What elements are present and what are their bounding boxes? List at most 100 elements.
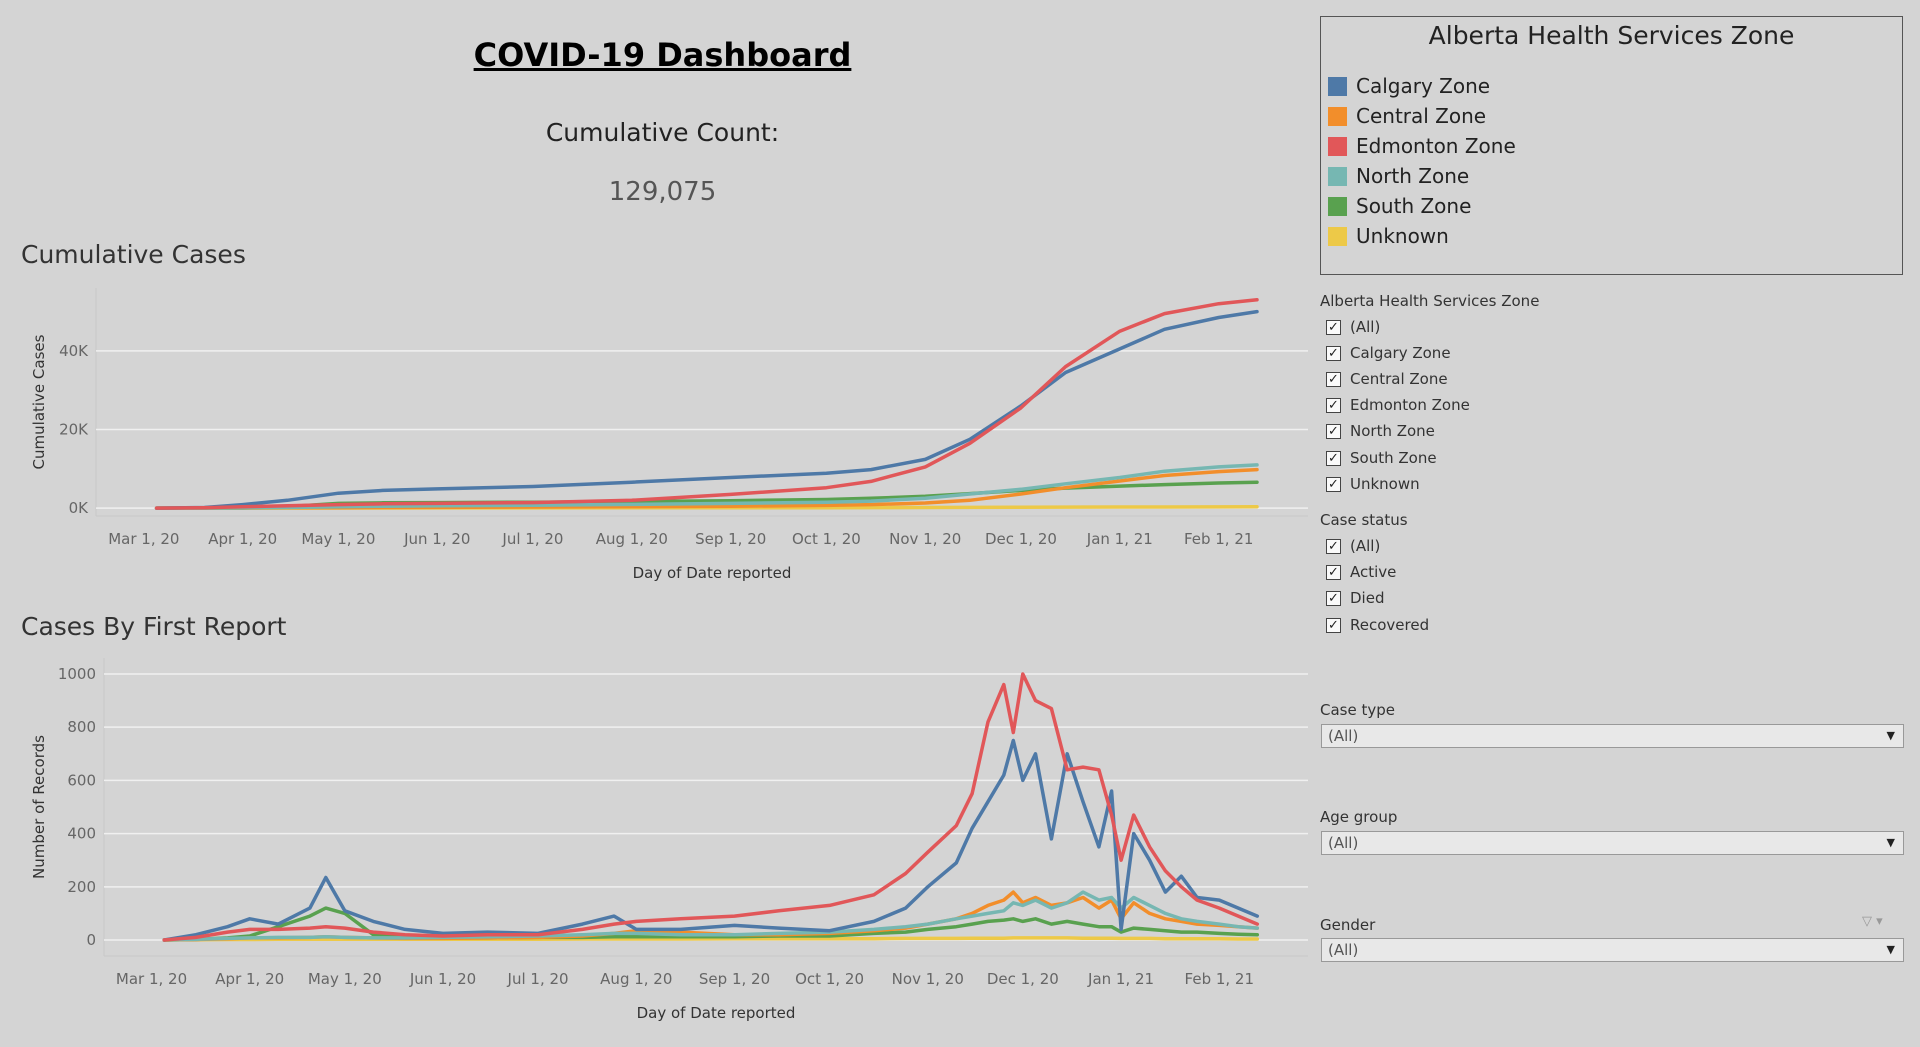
case-type-dropdown[interactable]: (All) ▼ — [1321, 724, 1904, 748]
checkbox[interactable]: ✓ — [1326, 590, 1341, 606]
checkbox-label: (All) — [1350, 318, 1381, 336]
series-line-calgary-zone[interactable] — [154, 309, 1259, 510]
x-tick-label: Aug 1, 20 — [600, 970, 672, 988]
x-tick-label: Dec 1, 20 — [987, 970, 1059, 988]
x-tick-label: Oct 1, 20 — [795, 970, 864, 988]
checkbox-label: Unknown — [1350, 475, 1420, 493]
zone-filter-all[interactable]: ✓ (All) — [1326, 316, 1380, 338]
series-line-north-zone[interactable] — [154, 463, 1259, 510]
x-tick-label: Aug 1, 20 — [596, 530, 668, 548]
legend-title: Alberta Health Services Zone — [1428, 21, 1795, 50]
series-line-edmonton-zone[interactable] — [162, 672, 1260, 942]
gender-value: (All) — [1328, 941, 1359, 959]
checkbox[interactable]: ✓ — [1326, 319, 1341, 335]
legend-item-edmonton[interactable]: Edmonton Zone — [1328, 133, 1516, 159]
age-group-value: (All) — [1328, 834, 1359, 852]
checkbox-label: Active — [1350, 563, 1397, 581]
checkbox-label: Calgary Zone — [1350, 344, 1451, 362]
zone-color-legend: Alberta Health Services Zone Calgary Zon… — [1320, 16, 1903, 275]
series-line-calgary-zone[interactable] — [162, 738, 1260, 942]
case-type-filter-label: Case type — [1320, 701, 1395, 719]
y-tick-label: 200 — [67, 878, 96, 896]
x-tick-label: Dec 1, 20 — [985, 530, 1057, 548]
checkbox[interactable]: ✓ — [1326, 564, 1341, 580]
checkbox[interactable]: ✓ — [1326, 450, 1341, 466]
case-type-value: (All) — [1328, 727, 1359, 745]
legend-item-central[interactable]: Central Zone — [1328, 103, 1486, 129]
x-tick-label: May 1, 20 — [301, 530, 375, 548]
legend-item-unknown[interactable]: Unknown — [1328, 223, 1449, 249]
x-tick-label: Jun 1, 20 — [403, 530, 470, 548]
x-tick-label: Mar 1, 20 — [116, 970, 187, 988]
legend-swatch — [1328, 166, 1347, 186]
x-tick-label: Feb 1, 21 — [1184, 530, 1254, 548]
age-group-dropdown[interactable]: (All) ▼ — [1321, 831, 1904, 855]
y-tick-label: 1000 — [58, 665, 96, 683]
zone-filter-edmonton[interactable]: ✓ Edmonton Zone — [1326, 394, 1470, 416]
checkbox[interactable]: ✓ — [1326, 371, 1341, 387]
chevron-down-icon[interactable]: ▼ — [1886, 729, 1895, 742]
cumulative-cases-title: Cumulative Cases — [21, 240, 246, 269]
legend-item-north[interactable]: North Zone — [1328, 163, 1469, 189]
checkbox[interactable]: ✓ — [1326, 397, 1341, 413]
chevron-down-icon[interactable]: ▼ — [1886, 943, 1895, 956]
filter-menu-icon[interactable]: ▽ ▾ — [1862, 914, 1883, 929]
cases-by-first-report-chart[interactable]: 0 200 400 600 800 1000 Mar 1, 20 Apr 1, 20 May 1… — [0, 650, 1320, 1022]
case-status-filter-all[interactable]: ✓ (All) — [1326, 535, 1380, 557]
checkbox[interactable]: ✓ — [1326, 476, 1341, 492]
cumulative-count-value: 129,075 — [608, 177, 717, 207]
checkbox[interactable]: ✓ — [1326, 617, 1341, 633]
checkbox-label: (All) — [1350, 537, 1381, 555]
x-tick-label: Apr 1, 20 — [215, 970, 284, 988]
cumulative-cases-chart[interactable]: 0K 20K 40K Mar 1, 20 Apr 1, 20 May 1, 20 Jun 1… — [0, 280, 1320, 590]
zone-filter-north[interactable]: ✓ North Zone — [1326, 420, 1435, 442]
x-tick-label: Mar 1, 20 — [108, 530, 179, 548]
zone-filter-calgary[interactable]: ✓ Calgary Zone — [1326, 342, 1451, 364]
checkbox-label: Died — [1350, 589, 1385, 607]
x-tick-label: Feb 1, 21 — [1185, 970, 1255, 988]
age-group-filter-label: Age group — [1320, 808, 1398, 826]
zone-filter-unknown[interactable]: ✓ Unknown — [1326, 473, 1420, 495]
legend-item-south[interactable]: South Zone — [1328, 193, 1471, 219]
checkbox-label: South Zone — [1350, 449, 1437, 467]
checkbox[interactable]: ✓ — [1326, 538, 1341, 554]
case-status-filter-label: Case status — [1320, 511, 1408, 529]
checkbox[interactable]: ✓ — [1326, 345, 1341, 361]
zone-filter-south[interactable]: ✓ South Zone — [1326, 447, 1437, 469]
series-line-north-zone[interactable] — [162, 890, 1260, 942]
zone-filter-central[interactable]: ✓ Central Zone — [1326, 368, 1448, 390]
legend-label: South Zone — [1356, 194, 1472, 218]
series-line-south-zone[interactable] — [162, 906, 1260, 942]
zone-filter-label: Alberta Health Services Zone — [1320, 292, 1540, 310]
legend-item-calgary[interactable]: Calgary Zone — [1328, 73, 1490, 99]
case-status-filter-died[interactable]: ✓ Died — [1326, 587, 1384, 609]
gender-dropdown[interactable]: (All) ▼ — [1321, 938, 1904, 962]
cumulative-count-label: Cumulative Count: — [545, 118, 780, 147]
case-status-filter-recovered[interactable]: ✓ Recovered — [1326, 614, 1429, 636]
x-tick-label: May 1, 20 — [308, 970, 382, 988]
legend-label: Unknown — [1356, 224, 1449, 248]
legend-swatch — [1328, 196, 1347, 216]
checkbox-label: North Zone — [1350, 422, 1435, 440]
legend-label: Central Zone — [1356, 104, 1487, 128]
series-line-edmonton-zone[interactable] — [154, 298, 1259, 510]
case-status-filter-active[interactable]: ✓ Active — [1326, 561, 1396, 583]
legend-swatch — [1328, 136, 1347, 156]
chevron-down-icon[interactable]: ▼ — [1886, 836, 1895, 849]
x-tick-label: Oct 1, 20 — [792, 530, 861, 548]
legend-label: Edmonton Zone — [1356, 134, 1516, 158]
y-tick-label: 20K — [59, 421, 89, 439]
cases-by-first-report-title: Cases By First Report — [21, 612, 287, 641]
checkbox[interactable]: ✓ — [1326, 423, 1341, 439]
legend-swatch — [1328, 226, 1347, 246]
y-tick-label: 600 — [67, 771, 96, 789]
x-tick-label: Jan 1, 21 — [1087, 970, 1154, 988]
y-tick-label: 40K — [59, 342, 89, 360]
checkbox-label: Central Zone — [1350, 370, 1448, 388]
x-tick-label: Jan 1, 21 — [1086, 530, 1153, 548]
checkbox-label: Recovered — [1350, 616, 1430, 634]
x-tick-label: Apr 1, 20 — [208, 530, 277, 548]
x-tick-label: Sep 1, 20 — [699, 970, 770, 988]
legend-swatch — [1328, 76, 1347, 96]
x-tick-label: Jul 1, 20 — [507, 970, 569, 988]
